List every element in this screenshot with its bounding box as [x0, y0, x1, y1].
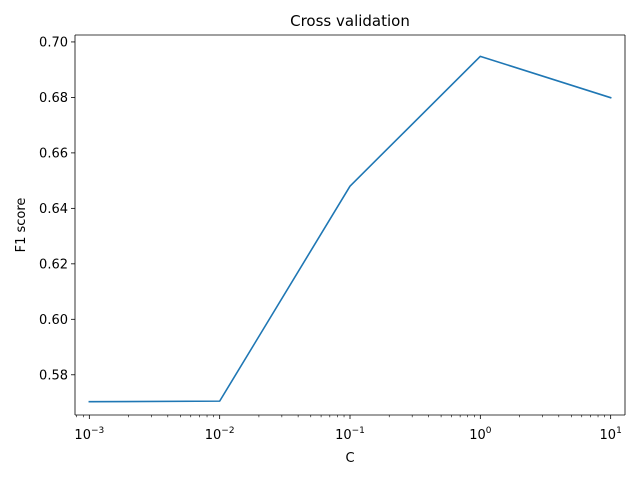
- x-tick-label: 10−3: [74, 426, 104, 443]
- x-tick-label: 10−1: [335, 426, 365, 443]
- plot-area: [75, 35, 625, 415]
- x-axis-label: C: [345, 451, 354, 466]
- x-tick-label: 101: [600, 426, 622, 443]
- y-axis-ticks: 0.58 0.60 0.62 0.64 0.66 0.68 0.70: [39, 35, 75, 383]
- y-tick-label: 0.70: [39, 35, 68, 50]
- x-tick-label: 10−2: [205, 426, 235, 443]
- y-axis-label: F1 score: [14, 198, 29, 253]
- y-tick-label: 0.68: [39, 91, 68, 106]
- chart-title: Cross validation: [290, 12, 410, 30]
- y-tick-label: 0.62: [39, 257, 68, 272]
- y-tick-label: 0.60: [39, 313, 68, 328]
- y-tick-label: 0.64: [39, 202, 68, 217]
- x-axis-ticks: 10−3 10−2 10−1 100 101: [74, 415, 622, 443]
- y-tick-label: 0.66: [39, 146, 68, 161]
- series-line: [88, 55, 612, 403]
- series-layer: [88, 55, 612, 403]
- y-tick-label: 0.58: [39, 368, 68, 383]
- x-tick-label: 100: [469, 426, 492, 443]
